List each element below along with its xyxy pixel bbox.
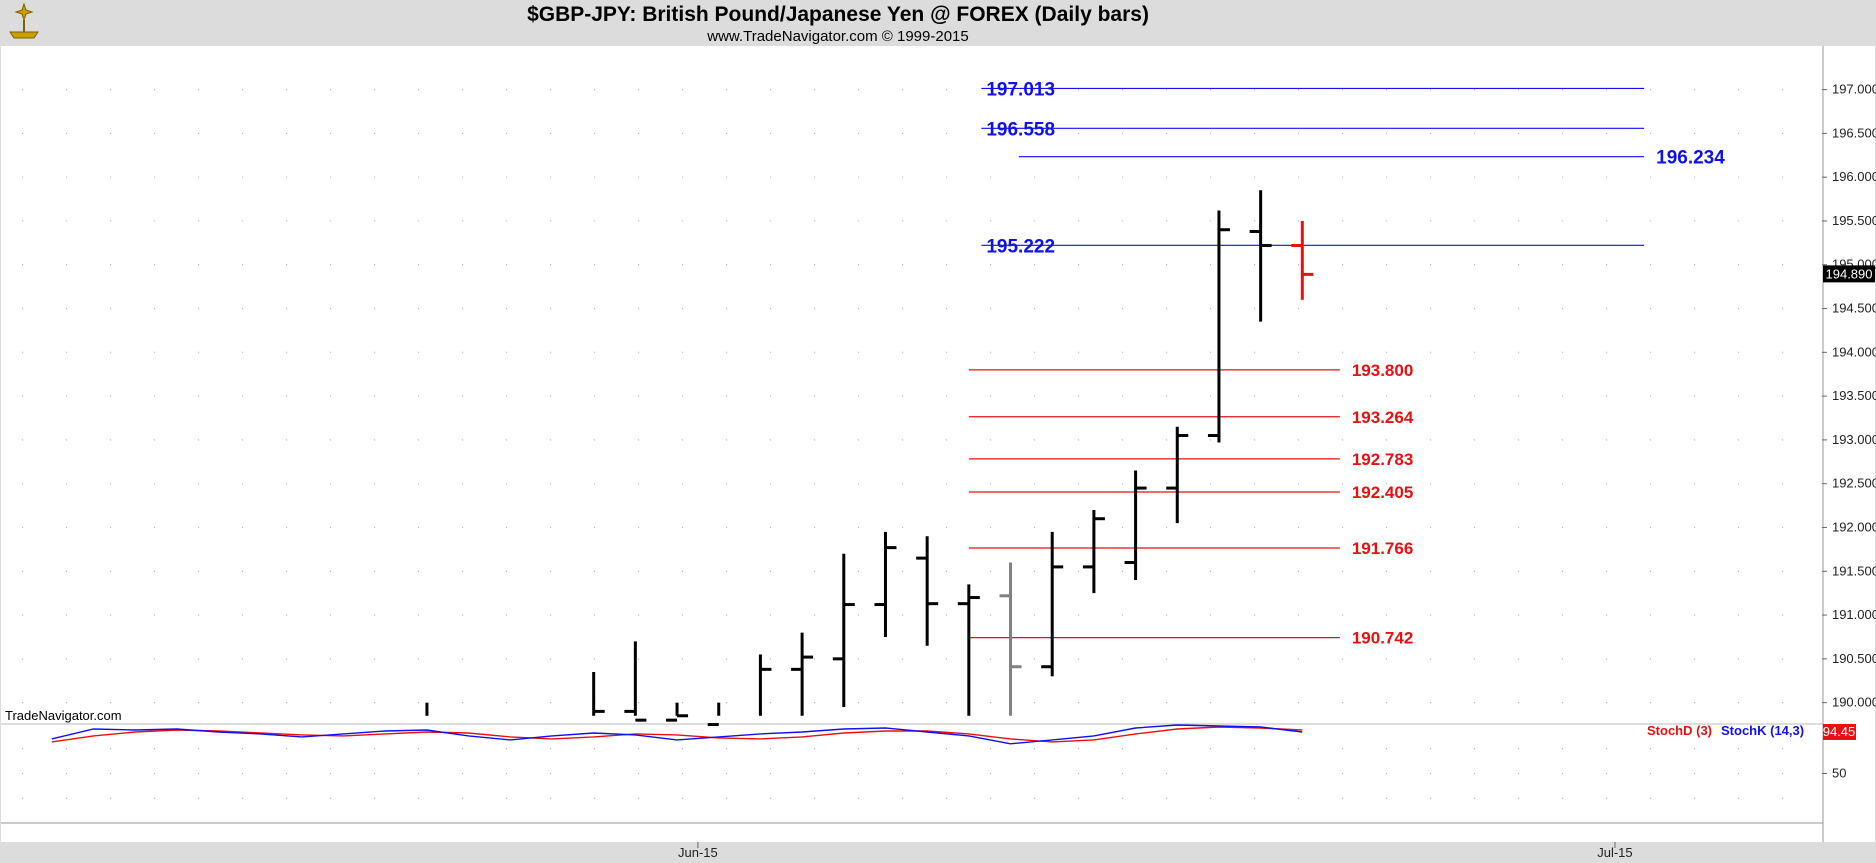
stoch-axis-ticks: 50 (1821, 766, 1846, 781)
price-axis-ticks: 197.000196.500196.000195.500195.000194.5… (1821, 82, 1876, 710)
legend-stochk: StochK (14,3) (1721, 723, 1804, 738)
price-tick-label: 190.500 (1832, 651, 1876, 666)
ohlc-bar (916, 536, 939, 646)
ohlc-bar (592, 671, 605, 716)
level-label: 192.783 (1352, 450, 1413, 469)
price-tick-label: 191.000 (1832, 607, 1876, 622)
stoch-last-label: 94.45 (1823, 724, 1856, 739)
ohlc-bar (1082, 509, 1105, 594)
ohlc-bar (1207, 210, 1230, 443)
chart-title: $GBP-JPY: British Pound/Japanese Yen @ F… (527, 3, 1149, 26)
price-tick-label: 194.000 (1832, 344, 1876, 359)
price-tick-label: 196.500 (1832, 125, 1876, 140)
stoch-last-box (1823, 723, 1856, 740)
level-label: 193.264 (1352, 408, 1414, 427)
level-label: 196.558 (986, 119, 1055, 140)
price-tick-label: 192.000 (1832, 519, 1876, 534)
date-tick-label: Jul-15 (1597, 845, 1632, 860)
last-price-label: 194.890 (1826, 266, 1873, 281)
indicator-background (1, 724, 1823, 842)
price-tick-label: 190.000 (1832, 695, 1876, 710)
level-lines: 197.013 196.558 196.234 195.222 193.800 193.2… (968, 79, 1725, 648)
price-tick-label: 195.500 (1832, 213, 1876, 228)
ohlc-bar (1291, 220, 1314, 300)
logo-icon (9, 2, 39, 39)
stoch-tick-label: 50 (1832, 766, 1846, 781)
ohlc-bar (874, 531, 897, 637)
last-price-box (1823, 265, 1875, 283)
brand-watermark: TradeNavigator.com (5, 708, 122, 723)
level-label: 195.222 (986, 236, 1055, 257)
ohlc-bar (1041, 531, 1064, 677)
level-label: 191.766 (1352, 539, 1413, 558)
level-label: 192.405 (1352, 483, 1413, 502)
price-tick-label: 197.000 (1832, 82, 1876, 97)
copyright-text: www.TradeNavigator.com © 1999-2015 (706, 28, 968, 45)
ohlc-bar (707, 702, 721, 727)
level-label: 196.234 (1656, 148, 1725, 169)
level-label: 190.742 (1352, 629, 1413, 648)
ohlc-bar (999, 562, 1022, 716)
date-tick-label: Jun-15 (678, 845, 718, 860)
ohlc-bar (758, 654, 772, 716)
ohlc-bar (957, 584, 980, 716)
ohlc-bar (791, 632, 814, 716)
price-tick-label: 192.500 (1832, 476, 1876, 491)
price-tick-label: 194.500 (1832, 301, 1876, 316)
ohlc-bar (1249, 190, 1272, 322)
ohlc-bar (1166, 426, 1189, 524)
price-tick-label: 196.000 (1832, 169, 1876, 184)
ohlc-bar (666, 702, 689, 722)
stoch-series-line (51, 726, 1303, 743)
stoch-series-line (51, 724, 1303, 745)
legend-stochd: StochD (3) (1647, 723, 1712, 738)
price-tick-label: 193.500 (1832, 388, 1876, 403)
level-label: 193.800 (1352, 361, 1413, 380)
date-axis: Jun-15 Jul-15 (678, 842, 1633, 860)
stochastic-lines (51, 724, 1303, 745)
ohlc-bar (624, 641, 647, 722)
price-axis-background (1823, 46, 1875, 842)
ohlc-bar (832, 553, 855, 708)
plot-background (1, 46, 1823, 724)
ohlc-bars (425, 190, 1314, 727)
price-tick-label: 191.500 (1832, 563, 1876, 578)
level-label: 197.013 (986, 79, 1055, 100)
ohlc-bar (1124, 470, 1147, 581)
price-tick-label: 193.000 (1832, 432, 1876, 447)
